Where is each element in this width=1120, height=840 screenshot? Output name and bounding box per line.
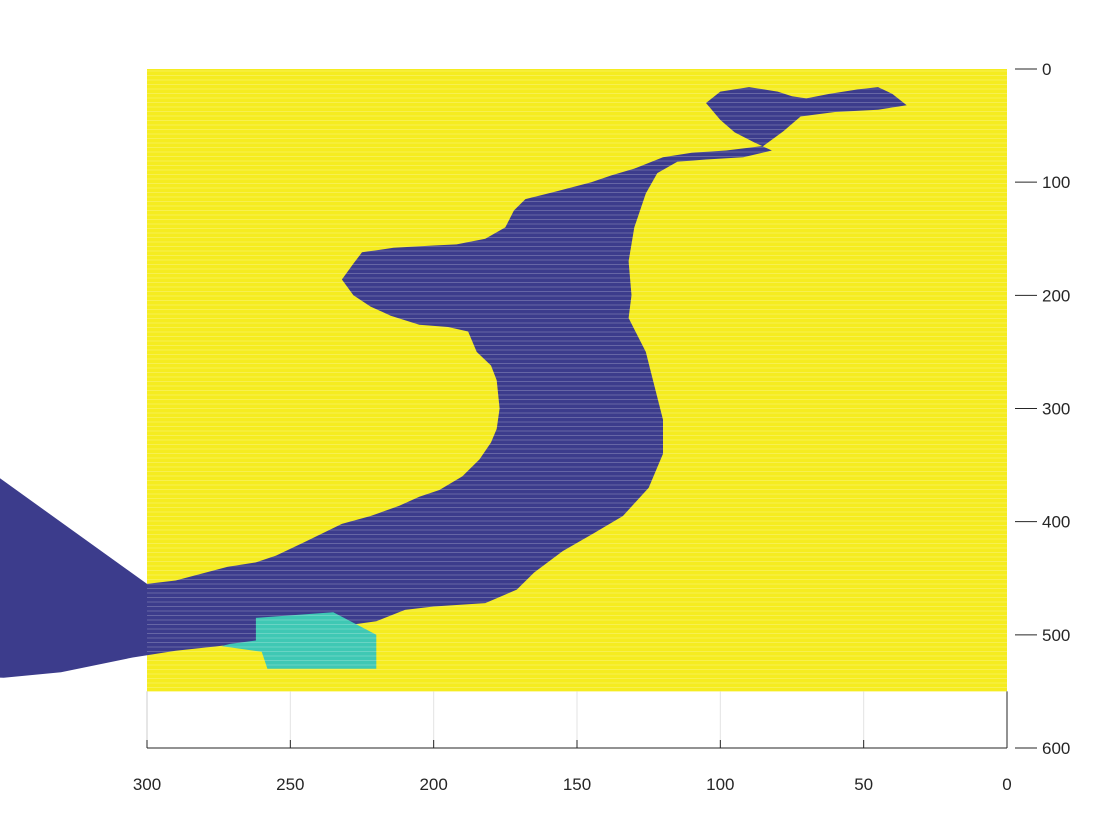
x-tick-label: 0 <box>1002 775 1011 794</box>
x-tick-label: 250 <box>276 775 304 794</box>
y-tick-label: 600 <box>1042 739 1070 758</box>
map-regions <box>0 69 1007 692</box>
y-tick-label: 100 <box>1042 173 1070 192</box>
y-tick-label: 300 <box>1042 400 1070 419</box>
x-tick-label: 150 <box>563 775 591 794</box>
region-1 <box>0 87 907 678</box>
y-tick-label: 200 <box>1042 286 1070 305</box>
y-tick-label: 400 <box>1042 513 1070 532</box>
y-tick-label: 0 <box>1042 60 1051 79</box>
region-2 <box>221 612 377 669</box>
y-tick-label: 500 <box>1042 626 1070 645</box>
x-tick-label: 200 <box>419 775 447 794</box>
row-stripe-overlay <box>147 70 1007 688</box>
x-tick-label: 100 <box>706 775 734 794</box>
x-tick-label: 50 <box>854 775 873 794</box>
x-tick-label: 300 <box>133 775 161 794</box>
